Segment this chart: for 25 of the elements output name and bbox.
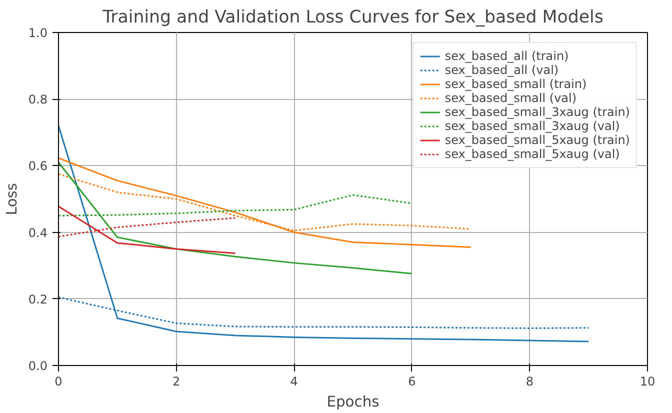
x-tick-label: 4 [290, 374, 298, 388]
x-tick-label: 6 [408, 374, 416, 388]
y-tick-label: 0.2 [28, 292, 48, 306]
x-axis-title: Epochs [326, 394, 380, 410]
chart-title: Training and Validation Loss Curves for Sex_based Models [102, 8, 604, 28]
legend-label: sex_based_small_5xaug (train) [444, 133, 630, 147]
y-tick-label: 0.0 [28, 359, 48, 373]
y-tick-label: 0.8 [28, 92, 48, 107]
legend-label: sex_based_all (val) [444, 63, 559, 77]
x-tick-label: 8 [526, 374, 534, 388]
line-series [58, 206, 236, 254]
x-tick-label: 0 [54, 374, 62, 388]
y-tick-label: 0.6 [28, 159, 48, 174]
y-axis-title: Loss [3, 182, 20, 216]
line-series [58, 162, 413, 274]
legend-label: sex_based_small_3xaug (train) [444, 105, 630, 119]
legend-label: sex_based_small (train) [444, 77, 587, 91]
y-tick-label: 0.4 [28, 226, 48, 240]
y-tick-label: 1.0 [28, 26, 48, 40]
legend-label: sex_based_all (train) [444, 49, 569, 63]
legend-label: sex_based_small (val) [444, 91, 577, 105]
legend-label: sex_based_small_5xaug (val) [444, 147, 620, 161]
x-tick-label: 10 [640, 374, 656, 388]
legend-label: sex_based_small_3xaug (val) [444, 119, 620, 133]
x-tick-label: 2 [172, 374, 180, 388]
